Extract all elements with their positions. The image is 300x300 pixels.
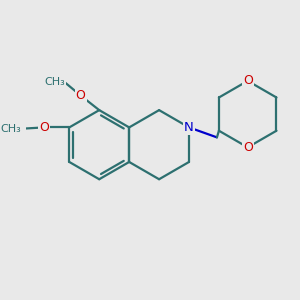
Text: O: O bbox=[76, 89, 85, 102]
Text: N: N bbox=[184, 121, 194, 134]
Text: O: O bbox=[39, 121, 49, 134]
Text: CH₃: CH₃ bbox=[44, 77, 65, 87]
Text: CH₃: CH₃ bbox=[1, 124, 22, 134]
Text: O: O bbox=[243, 74, 253, 87]
Text: O: O bbox=[243, 141, 253, 154]
